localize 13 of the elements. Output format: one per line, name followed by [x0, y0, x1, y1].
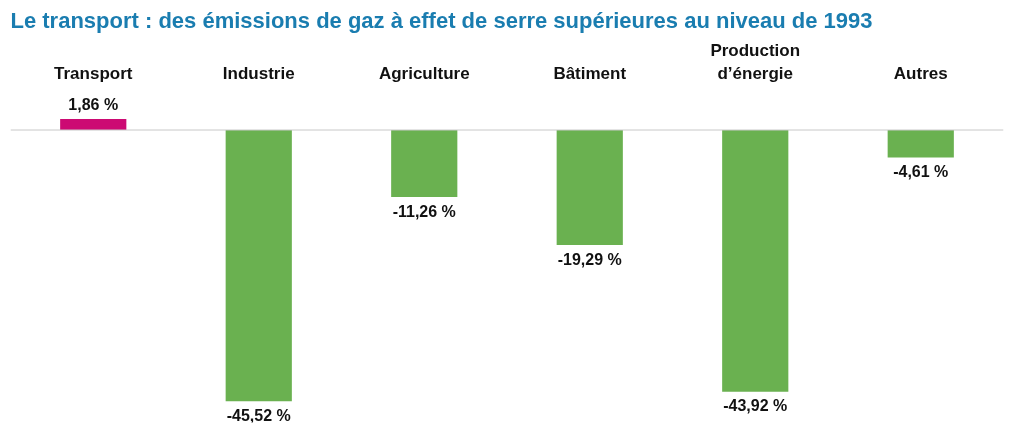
data-label: -11,26 % — [392, 202, 456, 220]
data-label: -19,29 % — [557, 250, 622, 268]
data-label: -43,92 % — [723, 397, 788, 415]
x-tick-label: Bâtiment — [553, 63, 627, 83]
chart-title: Le transport : des émissions de gaz à effet de serre supérieures au niveau de 1993 — [10, 7, 873, 33]
data-label: -4,61 % — [893, 163, 949, 181]
x-tick-label: Agriculture — [378, 63, 470, 83]
data-label: 1,86 % — [68, 96, 119, 114]
x-tick-label: Transport — [54, 63, 133, 83]
data-label: -45,52 % — [226, 406, 291, 424]
x-tick-label: Autres — [893, 63, 948, 83]
x-tick-label: Industrie — [222, 63, 295, 83]
x-tick-label: Production d’énergie — [710, 40, 801, 83]
